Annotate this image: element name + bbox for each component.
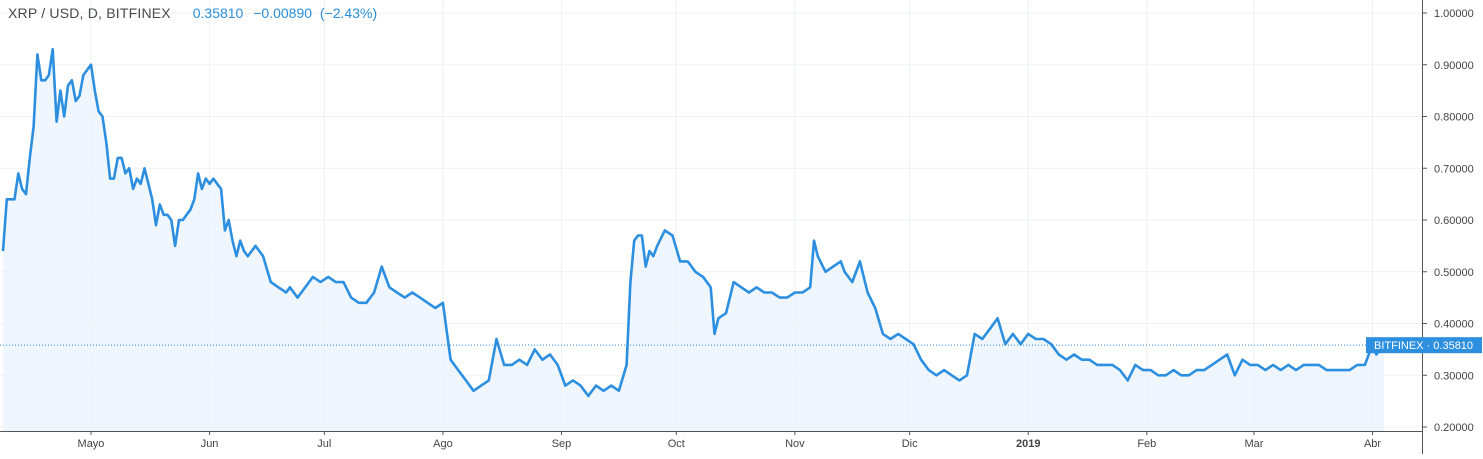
x-tick-label: Mar xyxy=(1244,438,1263,450)
y-tick-label: 0.30000 xyxy=(1434,370,1474,382)
y-tick-label: 0.50000 xyxy=(1434,267,1474,279)
last-price-badge-text: BITFINEX · 0.35810 xyxy=(1374,340,1473,352)
y-tick-label: 1.00000 xyxy=(1434,8,1474,20)
price-area-fill xyxy=(3,49,1384,431)
x-tick-label: Mayo xyxy=(78,438,105,450)
last-price-badge: BITFINEX · 0.35810 xyxy=(1366,337,1482,354)
x-tick-label: Sep xyxy=(552,438,572,450)
x-tick-label: Jun xyxy=(201,438,219,450)
change-percent: (−2.43%) xyxy=(319,5,378,21)
last-value: 0.35810 xyxy=(192,5,244,21)
y-tick-label: 0.40000 xyxy=(1434,319,1474,331)
change-value: −0.00890 xyxy=(253,5,313,21)
y-tick-label: 0.20000 xyxy=(1434,422,1474,434)
x-tick-label: Jul xyxy=(317,438,331,450)
x-tick-label: Ago xyxy=(433,438,453,450)
x-tick-label: Abr xyxy=(1364,438,1381,450)
price-line xyxy=(1,47,1386,398)
x-tick-label: Oct xyxy=(668,438,685,450)
symbol-label: XRP / USD, D, BITFINEX xyxy=(8,5,171,21)
y-tick-label: 0.80000 xyxy=(1434,112,1474,124)
x-tick-label: Feb xyxy=(1137,438,1156,450)
chart-legend: XRP / USD, D, BITFINEX 0.35810 −0.00890 … xyxy=(8,5,377,21)
last-price-badge-bg xyxy=(1366,337,1482,354)
y-tick-label: 0.70000 xyxy=(1434,163,1474,175)
y-tick-label: 0.90000 xyxy=(1434,60,1474,72)
y-tick-label: 0.60000 xyxy=(1434,215,1474,227)
x-tick-label: 2019 xyxy=(1016,438,1040,450)
x-tick-label: Nov xyxy=(785,438,805,450)
x-tick-label: Dic xyxy=(902,438,918,450)
